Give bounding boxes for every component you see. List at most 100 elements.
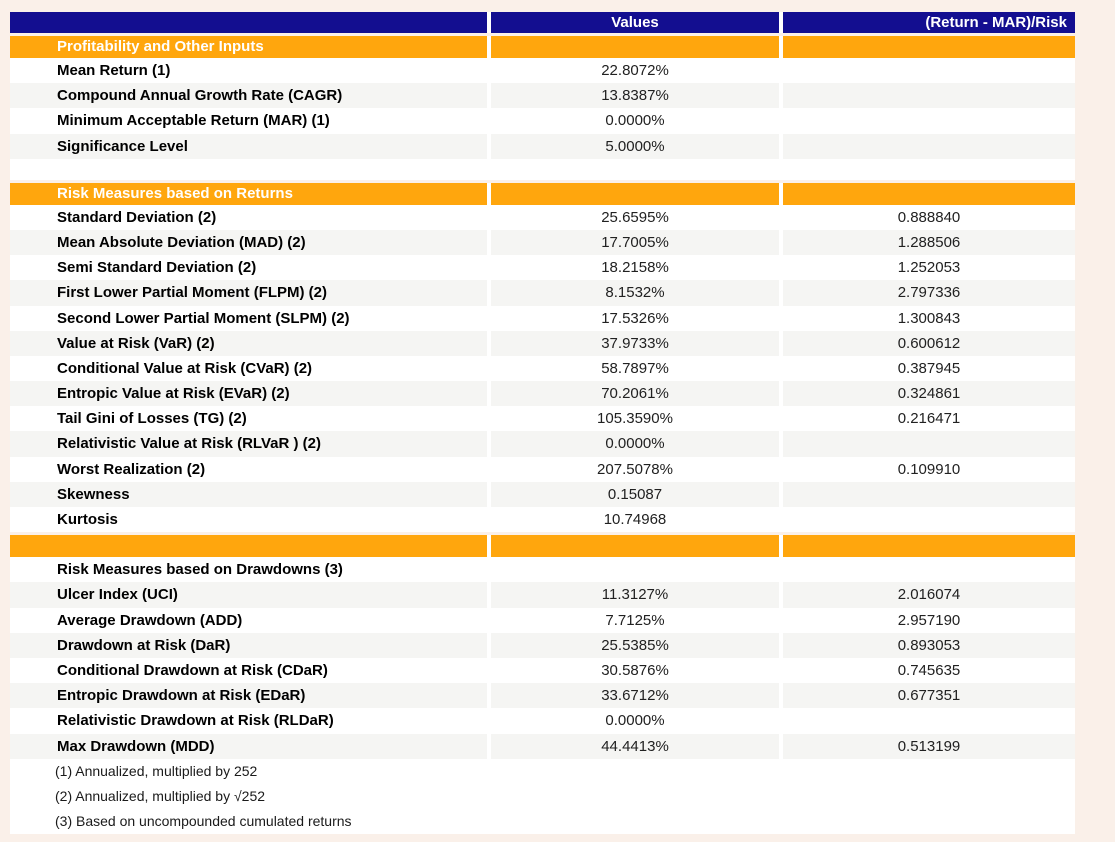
section-values-cell (487, 36, 779, 58)
row-label: Max Drawdown (MDD) (10, 733, 487, 759)
row-ratio (779, 557, 1075, 583)
row-label: Compound Annual Growth Rate (CAGR) (10, 83, 487, 109)
row-value: 18.2158% (487, 255, 779, 281)
row-value: 25.6595% (487, 204, 779, 230)
row-ratio: 0.109910 (779, 456, 1075, 482)
table-row: Entropic Value at Risk (EVaR) (2) 70.2061… (10, 381, 1075, 407)
row-label: Drawdown at Risk (DaR) (10, 632, 487, 658)
table-row: Mean Return (1) 22.8072% (10, 58, 1075, 84)
row-value: 17.7005% (487, 229, 779, 256)
table-row: Conditional Value at Risk (CVaR) (2) 58.7… (10, 355, 1075, 382)
footnote-3: (3) Based on uncompounded cumulated retu… (10, 808, 1075, 834)
row-value: 10.74968 (487, 507, 779, 533)
row-ratio: 0.677351 (779, 683, 1075, 709)
row-ratio: 1.300843 (779, 305, 1075, 331)
row-label: Ulcer Index (UCI) (10, 582, 487, 608)
row-value: 8.1532% (487, 280, 779, 306)
row-label: Mean Absolute Deviation (MAD) (2) (10, 229, 487, 256)
row-label: Conditional Value at Risk (CVaR) (2) (10, 355, 487, 382)
row-label: First Lower Partial Moment (FLPM) (2) (10, 280, 487, 306)
row-value: 30.5876% (487, 657, 779, 684)
row-ratio (779, 133, 1075, 159)
row-value: 0.0000% (487, 708, 779, 734)
section-title (10, 535, 487, 558)
section-header-row: Profitability and Other Inputs (10, 36, 1075, 58)
row-ratio: 2.016074 (779, 582, 1075, 608)
row-value: 0.0000% (487, 431, 779, 457)
table-row: Worst Realization (2) 207.5078% 0.109910 (10, 456, 1075, 482)
section-title: Profitability and Other Inputs (10, 36, 487, 58)
section-ratio-cell (779, 182, 1075, 205)
row-ratio: 0.216471 (779, 406, 1075, 432)
row-ratio: 1.288506 (779, 229, 1075, 256)
row-label: Significance Level (10, 133, 487, 159)
row-ratio: 0.745635 (779, 657, 1075, 684)
row-label: Entropic Value at Risk (EVaR) (2) (10, 381, 487, 407)
footnote-2: (2) Annualized, multiplied by √252 (10, 783, 1075, 809)
row-ratio (779, 507, 1075, 533)
row-ratio (779, 58, 1075, 84)
row-value: 207.5078% (487, 456, 779, 482)
table-row: Value at Risk (VaR) (2) 37.9733% 0.600612 (10, 330, 1075, 356)
table-row: Standard Deviation (2) 25.6595% 0.888840 (10, 204, 1075, 230)
row-label: Tail Gini of Losses (TG) (2) (10, 406, 487, 432)
table-row: Drawdown at Risk (DaR) 25.5385% 0.893053 (10, 632, 1075, 658)
row-ratio (779, 108, 1075, 134)
row-value (487, 557, 779, 583)
header-values-cell: Values (487, 12, 779, 33)
row-ratio: 0.893053 (779, 632, 1075, 658)
row-value: 70.2061% (487, 381, 779, 407)
row-value: 22.8072% (487, 58, 779, 84)
row-label: Standard Deviation (2) (10, 204, 487, 230)
table-row: Second Lower Partial Moment (SLPM) (2) 17… (10, 305, 1075, 331)
row-label: Relativistic Value at Risk (RLVaR ) (2) (10, 431, 487, 457)
row-label: Average Drawdown (ADD) (10, 607, 487, 633)
row-label: Risk Measures based on Drawdowns (3) (10, 557, 487, 583)
row-ratio (779, 431, 1075, 457)
row-ratio (779, 481, 1075, 507)
section-header-row (10, 535, 1075, 558)
row-label: Semi Standard Deviation (2) (10, 255, 487, 281)
table-body: Profitability and Other Inputs Mean Retur… (10, 36, 1075, 759)
footnotes: (1) Annualized, multiplied by 252 (2) An… (10, 758, 1075, 834)
table-header-row: Values (Return - MAR)/Risk (10, 12, 1075, 33)
row-ratio: 0.888840 (779, 204, 1075, 230)
table-row: Mean Absolute Deviation (MAD) (2) 17.7005… (10, 229, 1075, 256)
row-value: 11.3127% (487, 582, 779, 608)
table-row: Tail Gini of Losses (TG) (2) 105.3590% 0.2… (10, 406, 1075, 432)
table-row: Significance Level 5.0000% (10, 133, 1075, 159)
section-ratio-cell (779, 535, 1075, 558)
table-row: Conditional Drawdown at Risk (CDaR) 30.58… (10, 657, 1075, 684)
table-row: Kurtosis 10.74968 (10, 507, 1075, 533)
row-label: Entropic Drawdown at Risk (EDaR) (10, 683, 487, 709)
table-row: Ulcer Index (UCI) 11.3127% 2.016074 (10, 582, 1075, 608)
row-label: Skewness (10, 481, 487, 507)
section-ratio-cell (779, 36, 1075, 58)
row-value: 33.6712% (487, 683, 779, 709)
row-ratio: 0.513199 (779, 733, 1075, 759)
table-row: Average Drawdown (ADD) 7.7125% 2.957190 (10, 607, 1075, 633)
row-ratio: 2.797336 (779, 280, 1075, 306)
table-row: Skewness 0.15087 (10, 481, 1075, 507)
row-value: 44.4413% (487, 733, 779, 759)
row-ratio: 0.324861 (779, 381, 1075, 407)
row-label: Worst Realization (2) (10, 456, 487, 482)
row-ratio: 0.600612 (779, 330, 1075, 356)
row-ratio (779, 83, 1075, 109)
section-header-row: Risk Measures based on Returns (10, 182, 1075, 205)
row-label: Conditional Drawdown at Risk (CDaR) (10, 657, 487, 684)
footnote-1: (1) Annualized, multiplied by 252 (10, 758, 1075, 784)
row-value: 7.7125% (487, 607, 779, 633)
row-value: 25.5385% (487, 632, 779, 658)
table-row: Minimum Acceptable Return (MAR) (1) 0.000… (10, 108, 1075, 134)
row-value: 17.5326% (487, 305, 779, 331)
header-ratio-cell: (Return - MAR)/Risk (779, 12, 1075, 33)
table-row: Entropic Drawdown at Risk (EDaR) 33.6712%… (10, 683, 1075, 709)
row-label: Minimum Acceptable Return (MAR) (1) (10, 108, 487, 134)
risk-report-table: Values (Return - MAR)/Risk Profitability… (10, 12, 1075, 834)
row-value: 37.9733% (487, 330, 779, 356)
table-row: Semi Standard Deviation (2) 18.2158% 1.252… (10, 255, 1075, 281)
table-row: Compound Annual Growth Rate (CAGR) 13.838… (10, 83, 1075, 109)
row-label: Mean Return (1) (10, 58, 487, 84)
table-row: Risk Measures based on Drawdowns (3) (10, 557, 1075, 583)
